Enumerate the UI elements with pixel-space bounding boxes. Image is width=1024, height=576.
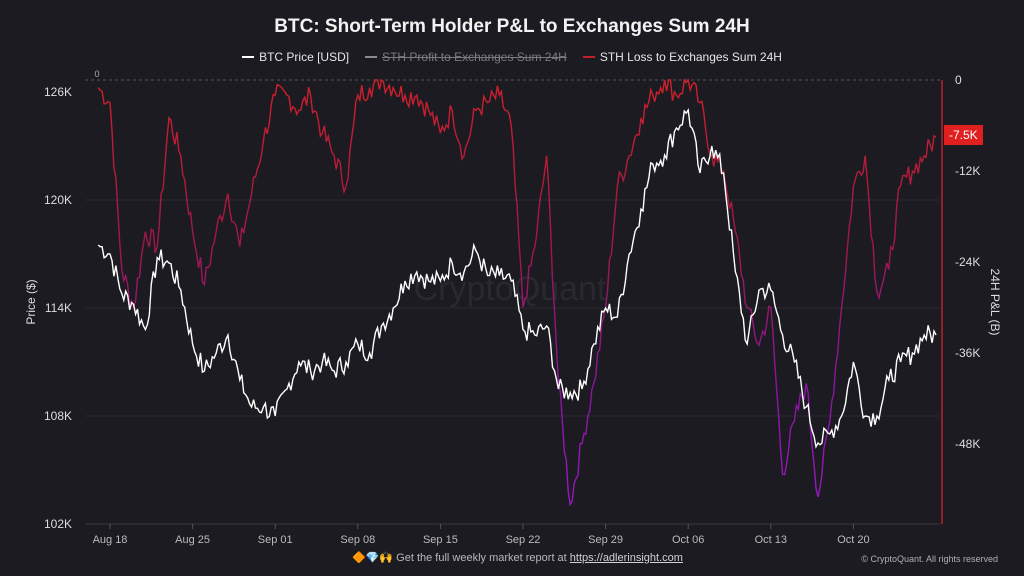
x-tick-label: Sep 29 [588,534,623,546]
x-tick-label: Oct 20 [837,534,869,546]
legend-label: STH Loss to Exchanges Sum 24H [599,50,782,64]
x-tick-label: Aug 25 [175,534,210,546]
legend-item-sth-profit[interactable]: STH Profit to Exchanges Sum 24H [365,50,567,64]
y-axis-label: Price ($) [24,279,38,324]
x-tick-label: Oct 06 [672,534,704,546]
btc-price-line [97,107,937,449]
legend-label: BTC Price [USD] [259,50,350,64]
chart-title: BTC: Short-Term Holder P&L to Exchanges … [274,16,750,37]
y-tick-label: 126K [44,85,72,99]
x-tick-label: Sep 22 [506,534,541,546]
y2-axis-label: 24H P&L (B) [988,269,1002,336]
x-tick-label: Sep 08 [340,534,375,546]
zero-line-label: 0 [94,69,99,79]
y-tick-label: 114K [45,301,72,315]
x-tick-label: Aug 18 [93,534,128,546]
legend-swatch [582,56,595,58]
y2-tick-label: -24K [955,255,980,269]
legend: BTC Price [USD] STH Profit to Exchanges … [0,50,1024,64]
legend-swatch [242,56,255,58]
legend-item-sth-loss[interactable]: STH Loss to Exchanges Sum 24H [582,50,782,64]
copyright: © CryptoQuant. All rights reserved [861,554,998,564]
y2-tick-label: -48K [955,437,980,451]
y-tick-label: 108K [44,409,72,423]
footer: 🔶💎🙌 Get the full weekly market report at… [352,551,683,564]
x-tick-label: Sep 15 [423,534,458,546]
current-value-badge: -7.5K [944,125,983,145]
sth-loss-line [97,78,937,507]
y2-tick-label: -36K [955,346,980,360]
y-tick-label: 102K [44,517,72,531]
footer-text: Get the full weekly market report at [396,552,567,564]
legend-label: STH Profit to Exchanges Sum 24H [382,50,567,64]
legend-item-btc-price[interactable]: BTC Price [USD] [242,50,349,64]
x-tick-label: Oct 13 [755,534,787,546]
legend-swatch [365,56,378,58]
y2-tick-label: -12K [955,164,980,178]
y-tick-label: 120K [44,193,72,207]
y2-tick-label: 0 [955,73,962,87]
emoji-icons: 🔶💎🙌 [352,552,394,564]
report-link[interactable]: https://adlerinsight.com [569,552,683,564]
x-tick-label: Sep 01 [258,534,293,546]
